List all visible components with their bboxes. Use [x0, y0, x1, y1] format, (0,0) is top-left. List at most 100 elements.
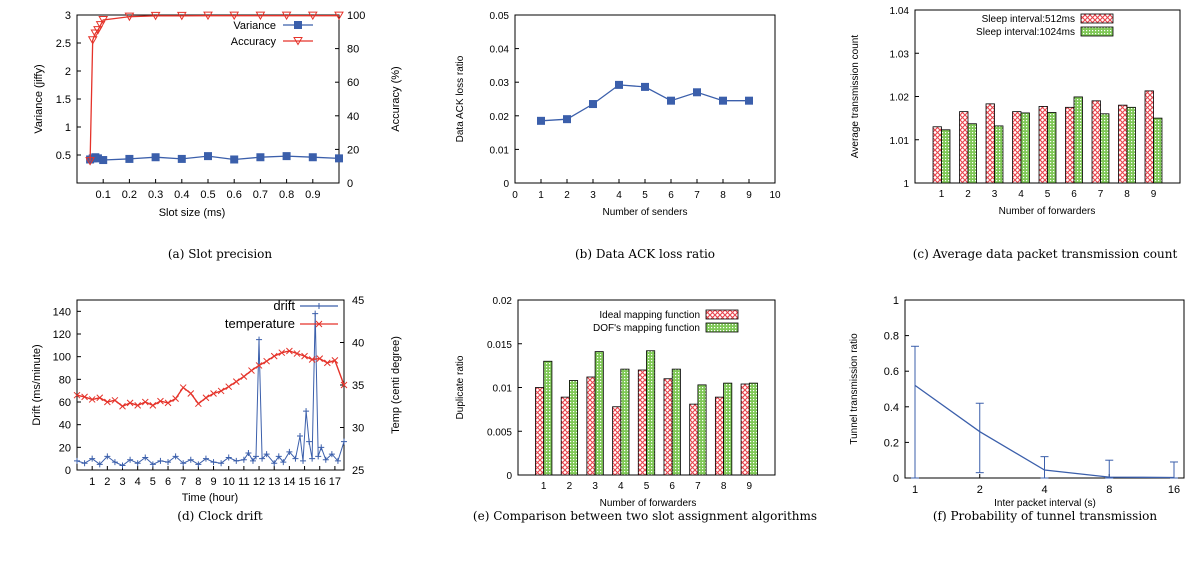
drift-point	[309, 455, 316, 462]
variance-point	[125, 154, 134, 163]
temperature-point	[172, 395, 179, 402]
y-tick-label: 0	[506, 471, 512, 482]
drift-point	[81, 460, 88, 467]
x-tick-label: 8	[721, 481, 727, 492]
y-tick-label: 0.5	[56, 150, 71, 162]
y-axis-title: Average transmission count	[850, 35, 861, 158]
y-axis-title: Drift (ms/minute)	[31, 344, 43, 425]
bar-series2	[594, 351, 604, 476]
y-tick-label: 0	[65, 465, 71, 477]
x-tick-label: 8	[720, 190, 726, 201]
variance-point	[177, 154, 186, 163]
plot-frame	[904, 299, 1185, 479]
bar-series1	[689, 403, 699, 476]
drift-point	[233, 457, 240, 464]
x-tick-label: 3	[119, 476, 125, 488]
bar-series1	[1038, 106, 1048, 184]
y-tick-label: 0.01	[490, 145, 510, 156]
drift-point	[111, 459, 118, 466]
chart-c-transmission-count: 1 1.01 1.02 1.03 1.04 1 2 3 4 5 6 7 8 9 Number of forw…	[850, 6, 1181, 261]
x-axis-title: Number of forwarders	[999, 206, 1096, 217]
y-tick-label: 1.5	[56, 94, 71, 106]
drift-point	[218, 460, 225, 467]
y-tick-label: 1.02	[890, 93, 910, 104]
accuracy-point	[124, 12, 135, 22]
drift-point	[104, 453, 111, 460]
temperature-point	[88, 396, 96, 403]
y2-tick-label: 100	[347, 10, 365, 22]
x-tick-label: 0.9	[305, 189, 320, 201]
y-tick-label: 1.03	[890, 49, 910, 60]
temperature-point	[263, 357, 270, 365]
drift-point	[249, 457, 256, 464]
bar-series1	[612, 406, 622, 476]
x-tick-label: 9	[746, 190, 752, 201]
y2-tick-label: 35	[352, 380, 364, 392]
bar-series1	[663, 378, 673, 476]
bar-series2	[1073, 96, 1083, 184]
x-tick-label: 10	[769, 190, 781, 201]
x-tick-label: 4	[135, 476, 141, 488]
x-tick-label: 0.6	[227, 189, 242, 201]
drift-point	[341, 438, 347, 445]
drift-point	[306, 438, 313, 445]
x-tick-label: 2	[977, 484, 983, 496]
legend-label-series2: DOF's mapping function	[593, 323, 700, 334]
temperature-point	[179, 384, 187, 391]
x-tick-label: 14	[283, 476, 295, 488]
drift-point	[142, 454, 149, 461]
temperature-point	[103, 398, 111, 406]
bar-series1	[586, 376, 596, 476]
drift-point	[328, 451, 335, 458]
y-tick-label: 80	[59, 374, 71, 386]
y2-tick-label: 40	[347, 111, 359, 123]
temperature-point	[316, 355, 324, 363]
x-tick-label: 0.3	[148, 189, 163, 201]
ack-loss-point	[719, 96, 727, 105]
x-tick-label: 4	[618, 481, 624, 492]
variance-point	[308, 153, 317, 162]
temperature-point	[187, 390, 195, 397]
ack-loss-point	[641, 82, 649, 91]
temperature-point	[340, 381, 348, 389]
legend-swatch-series1	[1080, 13, 1114, 24]
y-tick-label: 0.02	[493, 296, 513, 307]
y-tick-label: 1.01	[890, 136, 910, 147]
chart-f-tunnel-transmission: 0 0.2 0.4 0.6 0.8 1 1 2 4 8 16 Inter packet interva…	[849, 295, 1185, 523]
drift-point	[297, 433, 304, 439]
drift-point	[165, 459, 172, 466]
x-tick-label: 5	[1045, 189, 1051, 200]
y2-tick-label: 30	[352, 423, 364, 435]
y-axis-title: Tunnel transmission ratio	[849, 333, 860, 445]
x-tick-label: 2	[965, 189, 971, 200]
ack-loss-point	[745, 96, 753, 105]
temperature-point	[210, 390, 217, 397]
accuracy-point	[334, 11, 344, 21]
legend-marker-accuracy	[293, 37, 303, 46]
temperature-point	[240, 373, 248, 380]
x-tick-label: 2	[564, 190, 570, 201]
x-tick-label: 15	[298, 476, 310, 488]
drift-point	[74, 457, 80, 464]
drift-point	[292, 455, 299, 462]
bar-series1	[714, 396, 724, 476]
y-tick-label: 140	[53, 306, 71, 318]
x-tick-label: 0.5	[200, 189, 215, 201]
y-tick-label: 0.04	[490, 45, 510, 56]
drift-point	[210, 459, 217, 466]
temperature-point	[248, 367, 255, 374]
bar-series2	[1020, 112, 1030, 184]
y-tick-label: 1	[903, 179, 909, 190]
x-tick-label: 6	[668, 190, 674, 201]
accuracy-line	[89, 15, 339, 162]
bar-series2	[543, 360, 553, 476]
variance-point	[335, 154, 343, 163]
x-tick-label: 5	[642, 190, 648, 201]
bar-series2	[620, 368, 630, 476]
accuracy-point	[95, 21, 106, 30]
temperature-point	[286, 347, 293, 355]
y-tick-label: 1	[65, 122, 71, 134]
bar-series2	[1047, 112, 1057, 184]
y-tick-label: 2.5	[56, 38, 71, 50]
